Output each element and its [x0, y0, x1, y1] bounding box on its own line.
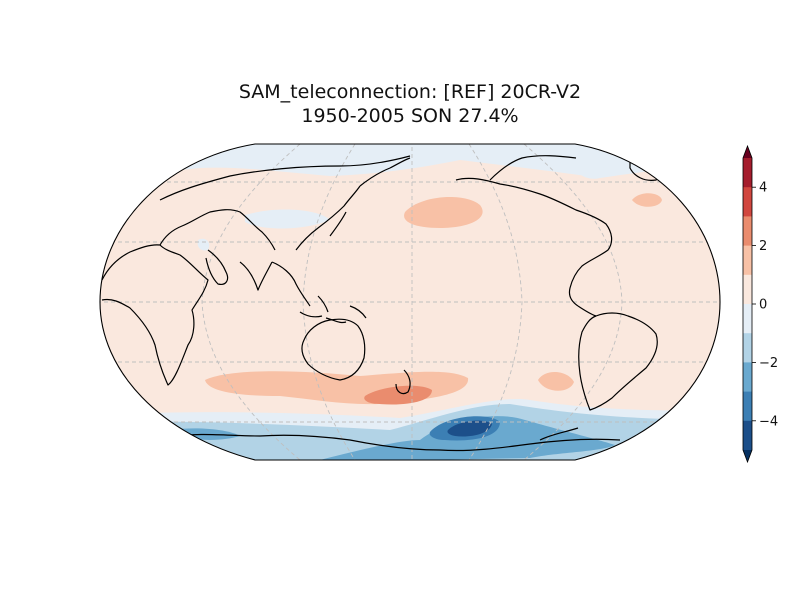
colorbar-segment — [743, 216, 752, 247]
colorbar-segment — [743, 362, 752, 393]
colorbar-segment — [743, 158, 752, 188]
colorbar — [742, 144, 753, 464]
colorbar-segment — [743, 274, 752, 305]
colorbar-segment — [743, 420, 752, 451]
colorbar-segment — [743, 245, 752, 276]
field-arctic-negative-2 — [574, 150, 604, 179]
field-arctic-negative — [100, 144, 720, 178]
colorbar-tick-label: 0 — [759, 298, 767, 313]
globe-outline — [99, 143, 721, 461]
colorbar-extend-max — [743, 146, 752, 158]
colorbar-extend-min — [743, 450, 752, 462]
colorbar-tick-label: −2 — [759, 356, 778, 371]
chart-subtitle: 1950-2005 SON 27.4% — [301, 105, 519, 127]
field-mideast-negative — [197, 238, 210, 251]
field-spacific-positive — [538, 371, 574, 391]
field-antarctic-neg2 — [100, 404, 720, 460]
colorbar-ticks: 4 2 0 −2 −4 — [752, 181, 778, 429]
colorbar-segment — [743, 333, 752, 363]
gridlines — [100, 144, 720, 460]
field-asia-negative — [245, 209, 330, 229]
chart-title: SAM_teleconnection: [REF] 20CR-V2 — [238, 81, 582, 103]
colorbar-tick-label: −4 — [759, 414, 778, 429]
colorbar-tick-label: 4 — [759, 181, 767, 196]
coastlines — [101, 151, 670, 452]
field-nz-positive — [364, 385, 432, 405]
anomaly-field — [100, 144, 720, 460]
colorbar-tick-label: 2 — [759, 239, 767, 254]
colorbar-outline — [742, 144, 753, 464]
colorbar-segment — [743, 391, 752, 422]
field-antarctic-neg5 — [447, 420, 492, 437]
colorbar-segment — [743, 304, 752, 334]
field-npacific-positive — [404, 196, 483, 228]
field-natlantic-positive — [632, 193, 662, 207]
colorbar-segment — [743, 187, 752, 217]
